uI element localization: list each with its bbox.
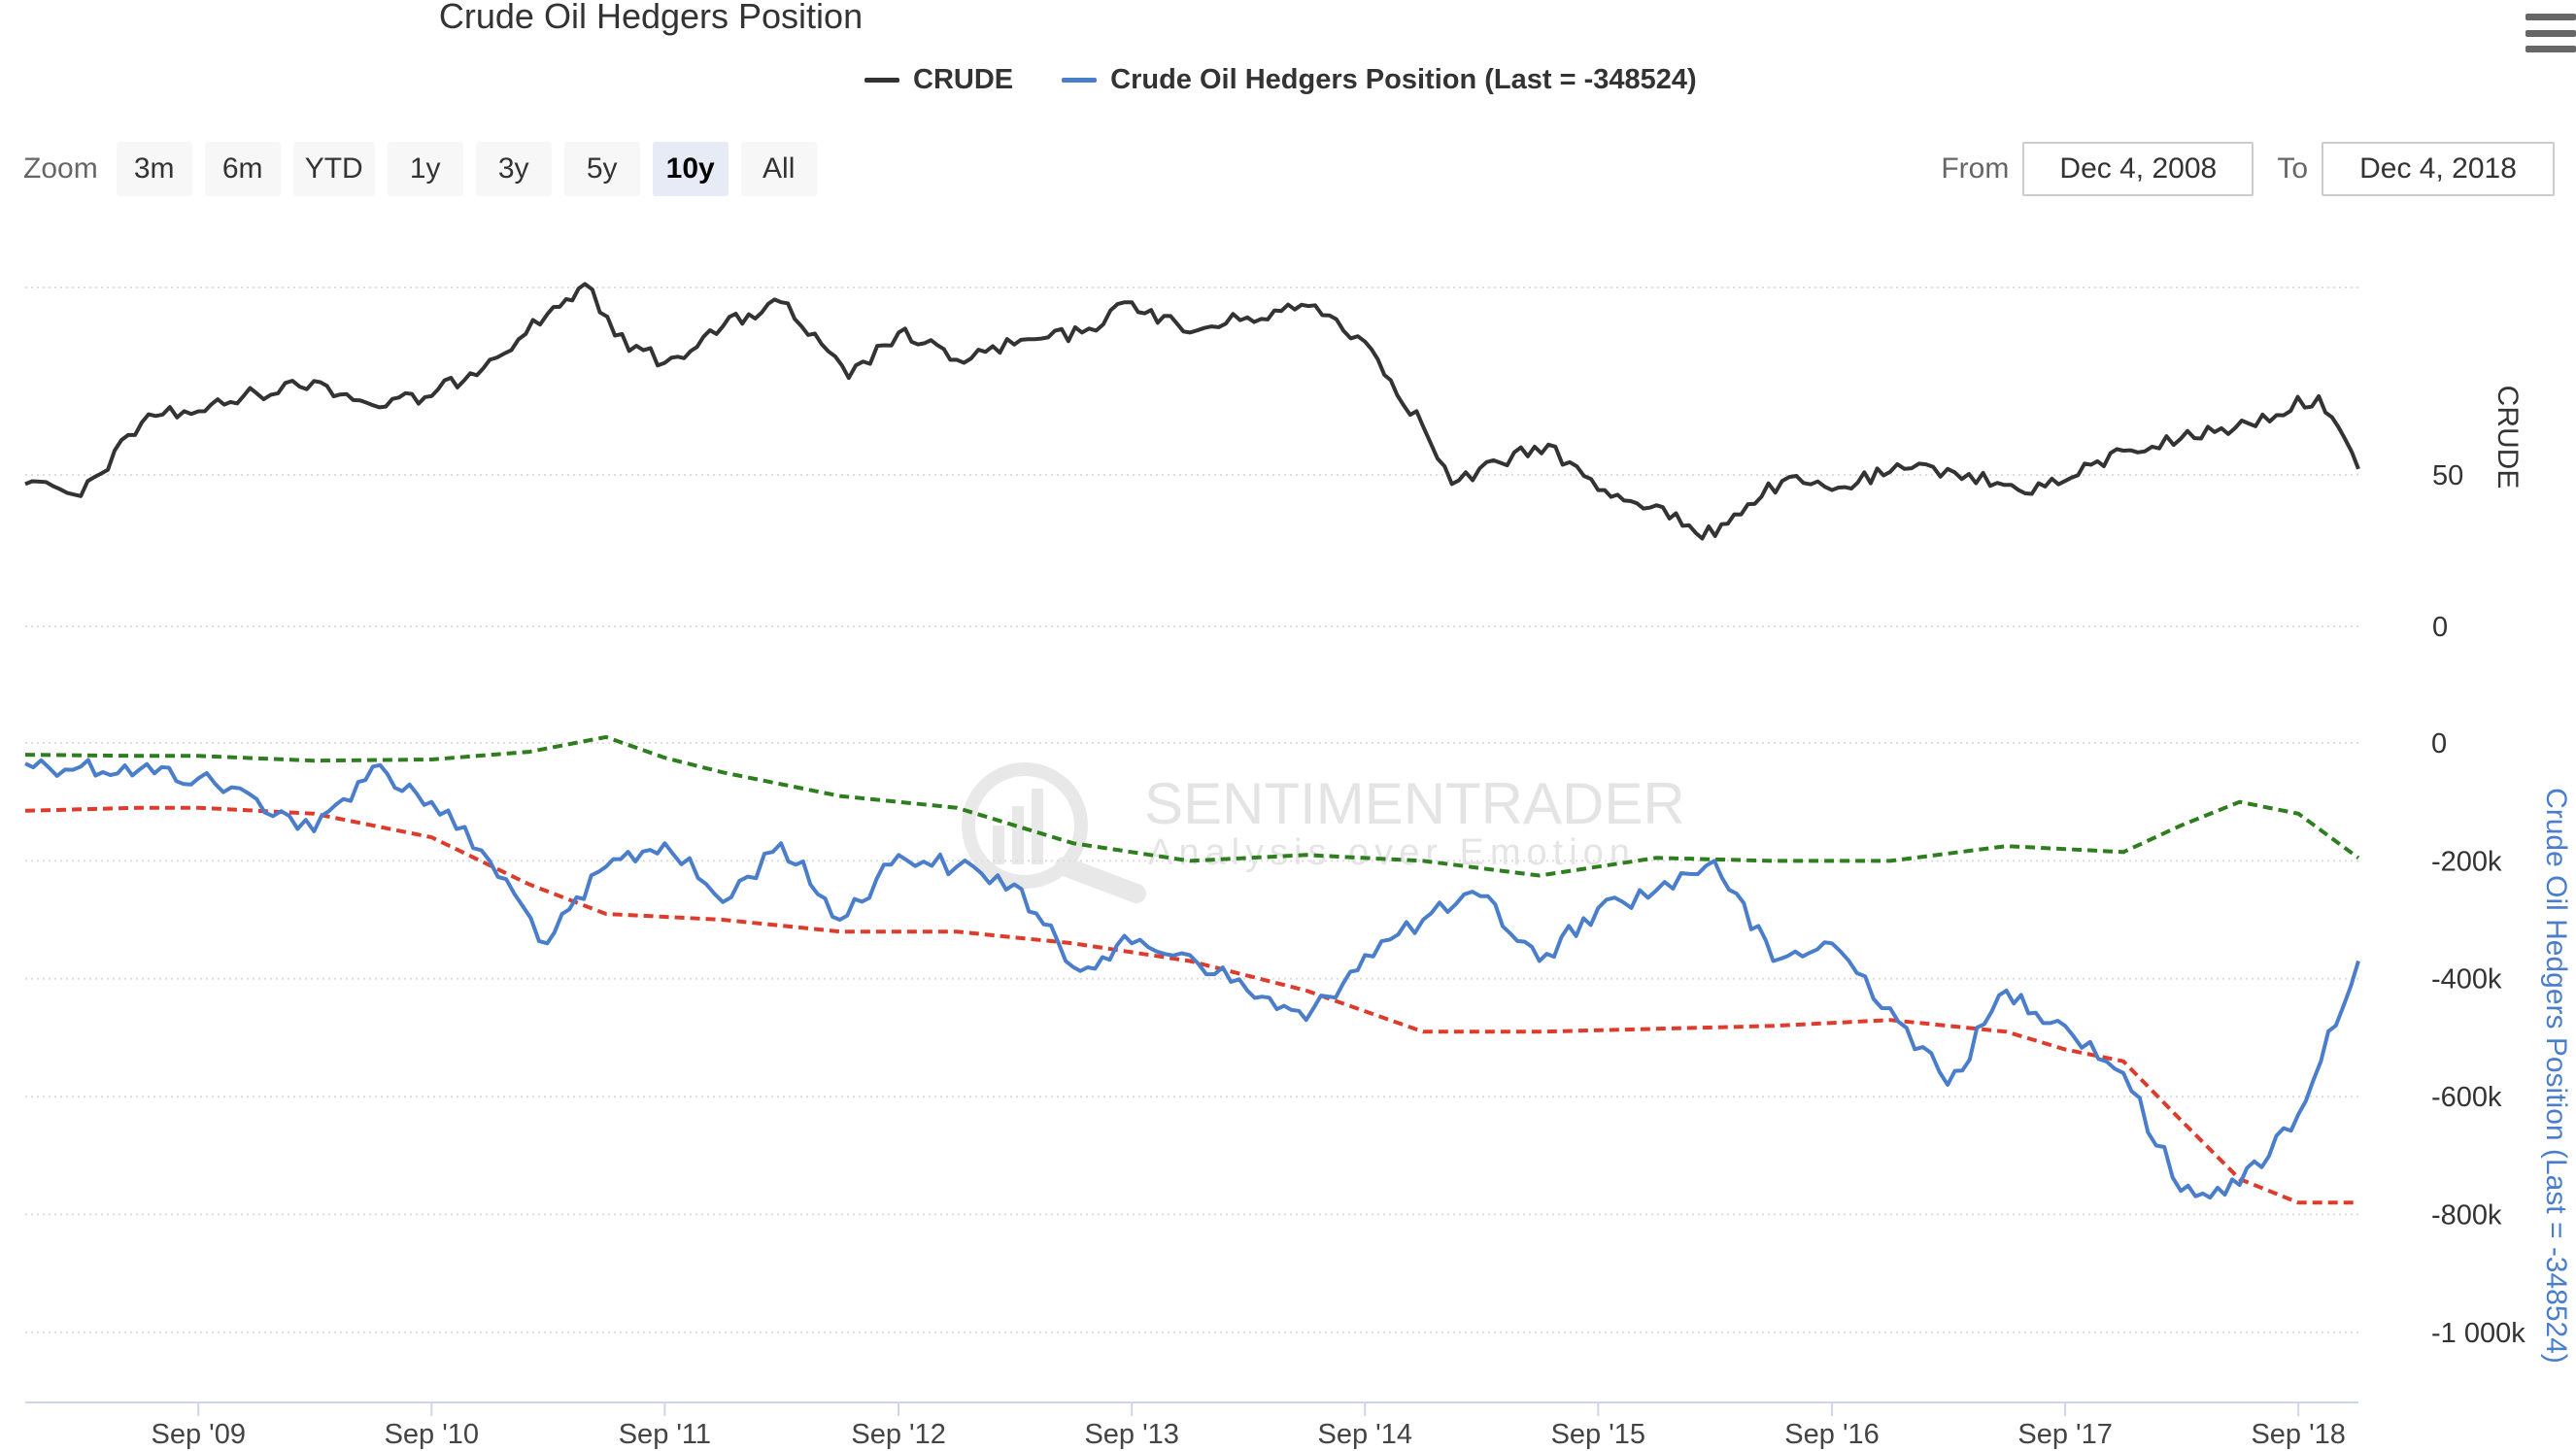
zoom-1y-button[interactable]: 1y <box>387 142 463 196</box>
axes <box>25 1401 2358 1416</box>
x-tick-label: Sep '10 <box>385 1419 479 1450</box>
chart-title: Crude Oil Hedgers Position <box>438 0 864 36</box>
legend-label-crude: CRUDE <box>913 64 1014 95</box>
upper-band-line <box>24 734 2360 878</box>
watermark-name: SENTIMENTRADER <box>1144 771 1685 836</box>
y-tick-labels: 0 50 0 -200k -400k -600k -800k -1 000k <box>2431 460 2525 1349</box>
legend-swatch-crude <box>864 78 899 83</box>
x-tick-label: Sep '12 <box>851 1419 945 1450</box>
x-tick-label: Sep '15 <box>1551 1419 1645 1450</box>
legend-item-hedgers[interactable]: Crude Oil Hedgers Position (Last = -3485… <box>1062 64 1697 96</box>
series-lines <box>24 282 2360 1200</box>
hedgers-y-tick-label: -400k <box>2431 964 2502 995</box>
band-lines <box>24 734 2360 1205</box>
sentimentrader-logo-icon <box>962 762 1146 903</box>
legend-item-crude[interactable]: CRUDE <box>864 64 1013 96</box>
crude-y-tick-label: 0 <box>2432 612 2448 643</box>
sentimentrader-watermark: SENTIMENTRADER Analysis over Emotion <box>962 762 1685 903</box>
zoom-10y-button[interactable]: 10y <box>652 142 729 196</box>
x-tick-label: Sep '17 <box>2017 1419 2112 1450</box>
watermark-tagline: Analysis over Emotion <box>1148 832 1636 873</box>
crude-price-line <box>24 282 2360 541</box>
x-tick-label: Sep '14 <box>1318 1419 1412 1450</box>
hedgers-y-tick-label: -800k <box>2431 1199 2502 1231</box>
zoom-ytd-button[interactable]: YTD <box>292 142 375 196</box>
legend-swatch-hedgers <box>1062 78 1098 83</box>
x-tick-label: Sep '11 <box>619 1419 711 1450</box>
hedgers-position-line <box>24 758 2360 1200</box>
x-tick-label: Sep '09 <box>152 1419 246 1450</box>
x-tick-label: Sep '16 <box>1784 1419 1879 1450</box>
zoom-all-button[interactable]: All <box>740 142 817 196</box>
hedgers-y-tick-label: -1 000k <box>2431 1318 2525 1349</box>
x-tick-label: Sep '13 <box>1084 1419 1178 1450</box>
crude-axis-title: CRUDE <box>2491 386 2524 489</box>
hedgers-y-tick-label: -200k <box>2431 846 2502 877</box>
x-tick-labels: Sep '09 Sep '10 Sep '11 Sep '12 Sep '13 Sep '… <box>152 1419 2346 1450</box>
zoom-3m-button[interactable]: 3m <box>116 142 192 196</box>
zoom-5y-button[interactable]: 5y <box>563 142 640 196</box>
lower-band-line <box>24 805 2358 1205</box>
to-date-input[interactable] <box>2322 142 2555 196</box>
zoom-6m-button[interactable]: 6m <box>204 142 281 196</box>
hamburger-menu-icon[interactable] <box>2525 14 2576 52</box>
zoom-label: Zoom <box>23 152 98 185</box>
date-range: From To <box>1941 142 2555 196</box>
from-label: From <box>1941 152 2010 185</box>
hedgers-axis-title: Crude Oil Hedgers Position (Last = -3485… <box>2540 788 2572 1364</box>
crude-y-tick-label: 50 <box>2432 460 2463 491</box>
chart-legend: CRUDE Crude Oil Hedgers Position (Last =… <box>864 64 1697 96</box>
zoom-bar: Zoom 3m 6m YTD 1y 3y 5y 10y All <box>23 142 817 196</box>
x-tick-label: Sep '18 <box>2251 1419 2345 1450</box>
hedgers-y-tick-label: 0 <box>2431 728 2447 759</box>
to-label: To <box>2277 152 2308 185</box>
hedgers-y-tick-label: -600k <box>2431 1082 2502 1113</box>
from-date-input[interactable] <box>2022 142 2254 196</box>
legend-label-hedgers: Crude Oil Hedgers Position (Last = -3485… <box>1110 64 1697 95</box>
zoom-3y-button[interactable]: 3y <box>475 142 552 196</box>
